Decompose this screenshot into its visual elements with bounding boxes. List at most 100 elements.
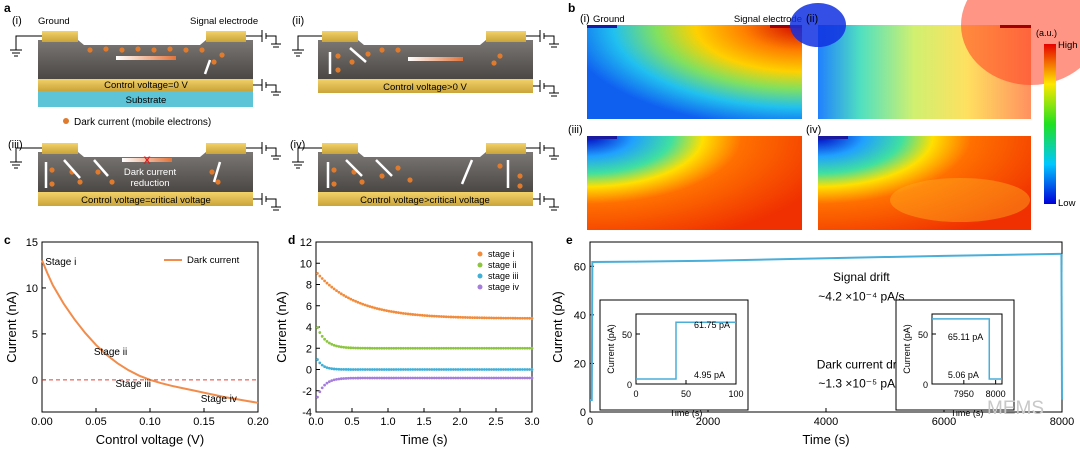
data-point: [356, 300, 360, 304]
data-point: [480, 316, 484, 320]
data-point: [332, 343, 336, 347]
field-map-i-ground-pad: [587, 25, 617, 28]
data-point: [501, 346, 505, 350]
data-point: [370, 346, 374, 350]
data-point: [354, 346, 357, 350]
field-map-i: [587, 25, 802, 119]
data-point: [523, 346, 527, 350]
drift-arrow: [460, 159, 474, 185]
data-point: [454, 315, 458, 319]
inset-value-label: 61.75 pA: [694, 320, 730, 330]
series-stage-i: [316, 272, 534, 320]
data-point: [337, 367, 341, 371]
field-ground-label: Ground: [593, 14, 625, 25]
data-point: [449, 376, 453, 380]
data-point: [466, 346, 470, 350]
data-point: [440, 346, 443, 350]
y-tick-label: 0: [306, 365, 312, 377]
data-point: [368, 346, 372, 350]
data-point: [327, 283, 331, 287]
control-voltage-label: Control voltage=critical voltage: [81, 195, 211, 206]
substrate-label: Substrate: [126, 95, 167, 106]
data-point: [418, 346, 422, 350]
data-point: [516, 316, 520, 320]
data-point: [466, 376, 470, 380]
data-point: [518, 346, 522, 350]
data-point: [339, 377, 343, 381]
data-point: [361, 302, 365, 306]
data-point: [490, 316, 493, 320]
data-point: [406, 312, 410, 316]
data-point: [416, 313, 419, 317]
data-point: [480, 368, 484, 371]
data-point: [430, 346, 434, 350]
data-point: [523, 316, 527, 320]
data-point: [437, 346, 441, 350]
data-point: [399, 368, 403, 371]
field-map-iv-ground-pad: [818, 136, 848, 139]
data-point: [335, 367, 338, 371]
data-point: [404, 346, 408, 350]
data-point: [339, 345, 343, 349]
series-stage-ii: [316, 326, 534, 350]
drift-annotation: ~1.3 ×10⁻⁵ pA/s: [818, 377, 904, 391]
data-point: [463, 316, 467, 319]
y-tick-label: 40: [574, 310, 586, 322]
stage-annotation: Stage iv: [201, 394, 237, 405]
data-point: [459, 368, 462, 371]
x-tick-label: 3.0: [524, 416, 539, 428]
data-point: [327, 366, 331, 370]
data-point: [530, 316, 534, 320]
data-point: [494, 316, 498, 320]
data-point: [466, 368, 470, 371]
data-point: [525, 376, 529, 380]
data-point: [354, 376, 357, 380]
x-tick-label: 0: [587, 416, 593, 428]
x-tick-label: 8000: [1050, 416, 1074, 428]
data-point: [335, 377, 338, 381]
data-point: [392, 368, 396, 371]
control-voltage-label: Control voltage>0 V: [383, 82, 467, 93]
x-tick-label: 0.05: [85, 416, 106, 428]
data-point: [478, 376, 481, 380]
blocked-current-arrow: [122, 158, 172, 162]
control-source-symbol: [533, 80, 559, 97]
x-tick-label: 1.5: [416, 416, 431, 428]
data-point: [392, 376, 396, 380]
data-point: [435, 346, 439, 350]
x-tick-label: 2.5: [488, 416, 503, 428]
data-point: [320, 386, 324, 390]
legend-label: Dark current: [187, 255, 240, 266]
data-point: [463, 368, 467, 371]
panel-letter: d: [288, 233, 295, 247]
data-point: [363, 376, 367, 380]
field-map-ii-signal-pad: [1000, 25, 1031, 28]
data-point: [373, 376, 377, 380]
data-point: [492, 376, 496, 380]
plot-frame: [931, 313, 1003, 385]
data-point: [509, 376, 512, 380]
device-iii: (iii) Control voltage=critical voltage X…: [8, 139, 281, 211]
data-point: [351, 298, 355, 302]
data-point: [413, 376, 417, 380]
data-point: [425, 368, 429, 371]
data-point: [442, 346, 446, 350]
data-point: [430, 376, 434, 380]
y-tick-label: 0: [923, 380, 928, 390]
x-tick-label: 0.10: [139, 416, 160, 428]
colorbar-high-label: High: [1058, 40, 1078, 51]
current-arrow: [408, 57, 463, 61]
ground-electrode: [42, 31, 78, 42]
x-tick-label: 0: [633, 389, 638, 399]
data-point: [475, 368, 479, 371]
data-point: [511, 316, 515, 320]
data-point: [323, 383, 326, 387]
y-tick-label: 8: [306, 280, 312, 292]
data-point: [389, 310, 393, 313]
data-point: [373, 346, 377, 350]
inset-trace: [636, 321, 736, 380]
ground-symbol: [292, 35, 322, 57]
legend-swatch: [477, 262, 483, 268]
data-point: [409, 312, 412, 316]
data-point: [480, 346, 484, 350]
